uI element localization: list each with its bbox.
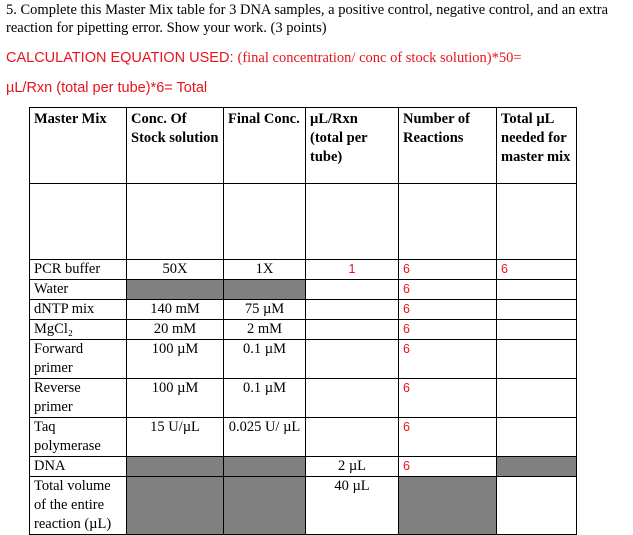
cell-reactions: 6	[398, 417, 497, 457]
header-stock-conc: Conc. Of Stock solution	[126, 107, 224, 184]
cell-stock: 100 µM	[126, 339, 224, 379]
cell-stock: 100 µM	[126, 378, 224, 418]
cell-reactions: 6	[398, 299, 497, 320]
cell-stock	[126, 456, 224, 477]
cell-total	[496, 299, 577, 320]
cell-final: 2 mM	[223, 319, 306, 340]
cell-final	[223, 279, 306, 300]
cell-name: DNA	[29, 456, 127, 477]
spacer-cell	[126, 183, 224, 260]
cell-total	[496, 476, 577, 535]
cell-stock	[126, 279, 224, 300]
cell-ul-rxn: 40 µL	[305, 476, 399, 535]
cell-stock: 50X	[126, 259, 224, 280]
cell-stock: 20 mM	[126, 319, 224, 340]
cell-name: Taq polymerase	[29, 417, 127, 457]
cell-reactions: 6	[398, 319, 497, 340]
cell-final: 0.025 U/ µL	[223, 417, 306, 457]
cell-name: Total volume of the entire reaction (µL)	[29, 476, 127, 535]
cell-ul-rxn	[305, 339, 399, 379]
cell-ul-rxn	[305, 319, 399, 340]
header-number-reactions: Number of Reactions	[398, 107, 497, 184]
cell-stock: 15 U/µL	[126, 417, 224, 457]
cell-reactions	[398, 476, 497, 535]
cell-reactions: 6	[398, 259, 497, 280]
cell-final	[223, 476, 306, 535]
cell-ul-rxn	[305, 279, 399, 300]
cell-name: PCR buffer	[29, 259, 127, 280]
header-master-mix: Master Mix	[29, 107, 127, 184]
spacer-cell	[398, 183, 497, 260]
equation-line-1: CALCULATION EQUATION USED: (final concen…	[6, 49, 522, 67]
cell-ul-rxn	[305, 417, 399, 457]
cell-final: 1X	[223, 259, 306, 280]
cell-total	[496, 279, 577, 300]
cell-ul-rxn	[305, 299, 399, 320]
cell-total	[496, 378, 577, 418]
spacer-cell	[223, 183, 306, 260]
header-ul-per-rxn: µL/Rxn (total per tube)	[305, 107, 399, 184]
cell-name: dNTP mix	[29, 299, 127, 320]
cell-final: 75 µM	[223, 299, 306, 320]
table-row: dNTP mix 140 mM 75 µM 6	[29, 299, 577, 320]
cell-reactions: 6	[398, 456, 497, 477]
cell-name: Forward primer	[29, 339, 127, 379]
spacer-cell	[29, 183, 127, 260]
cell-final: 0.1 µM	[223, 339, 306, 379]
table-row: Total volume of the entire reaction (µL)…	[29, 476, 577, 535]
spacer-cell	[496, 183, 577, 260]
question-text: 5. Complete this Master Mix table for 3 …	[6, 2, 609, 36]
cell-stock	[126, 476, 224, 535]
cell-reactions: 6	[398, 339, 497, 379]
cell-total: 6	[496, 259, 577, 280]
cell-total	[496, 456, 577, 477]
table-header-row: Master Mix Conc. Of Stock solution Final…	[29, 107, 577, 184]
table-row: MgCl₂ 20 mM 2 mM 6	[29, 319, 577, 340]
cell-name: Water	[29, 279, 127, 300]
cell-ul-rxn: 1	[305, 259, 399, 280]
table-row: Taq polymerase 15 U/µL 0.025 U/ µL 6	[29, 417, 577, 457]
header-spacer-row	[29, 183, 577, 260]
header-total-ul: Total µL needed for master mix	[496, 107, 577, 184]
table-row: Water 6	[29, 279, 577, 300]
master-mix-table: Master Mix Conc. Of Stock solution Final…	[29, 107, 577, 535]
cell-name: MgCl₂	[29, 319, 127, 340]
header-final-conc: Final Conc.	[223, 107, 306, 184]
cell-reactions: 6	[398, 378, 497, 418]
cell-stock: 140 mM	[126, 299, 224, 320]
cell-reactions: 6	[398, 279, 497, 300]
table-row: DNA 2 µL 6	[29, 456, 577, 477]
cell-ul-rxn: 2 µL	[305, 456, 399, 477]
equation-formula: (final concentration/ conc of stock solu…	[237, 50, 522, 66]
table-row: Reverse primer 100 µM 0.1 µM 6	[29, 378, 577, 418]
table-row: PCR buffer 50X 1X 1 6 6	[29, 259, 577, 280]
cell-ul-rxn	[305, 378, 399, 418]
cell-total	[496, 339, 577, 379]
cell-final	[223, 456, 306, 477]
cell-final: 0.1 µM	[223, 378, 306, 418]
cell-total	[496, 319, 577, 340]
equation-line-2: µL/Rxn (total per tube)*6= Total	[6, 80, 208, 96]
cell-total	[496, 417, 577, 457]
spacer-cell	[305, 183, 399, 260]
equation-prefix: CALCULATION EQUATION USED:	[6, 50, 238, 66]
table-row: Forward primer 100 µM 0.1 µM 6	[29, 339, 577, 379]
cell-name: Reverse primer	[29, 378, 127, 418]
